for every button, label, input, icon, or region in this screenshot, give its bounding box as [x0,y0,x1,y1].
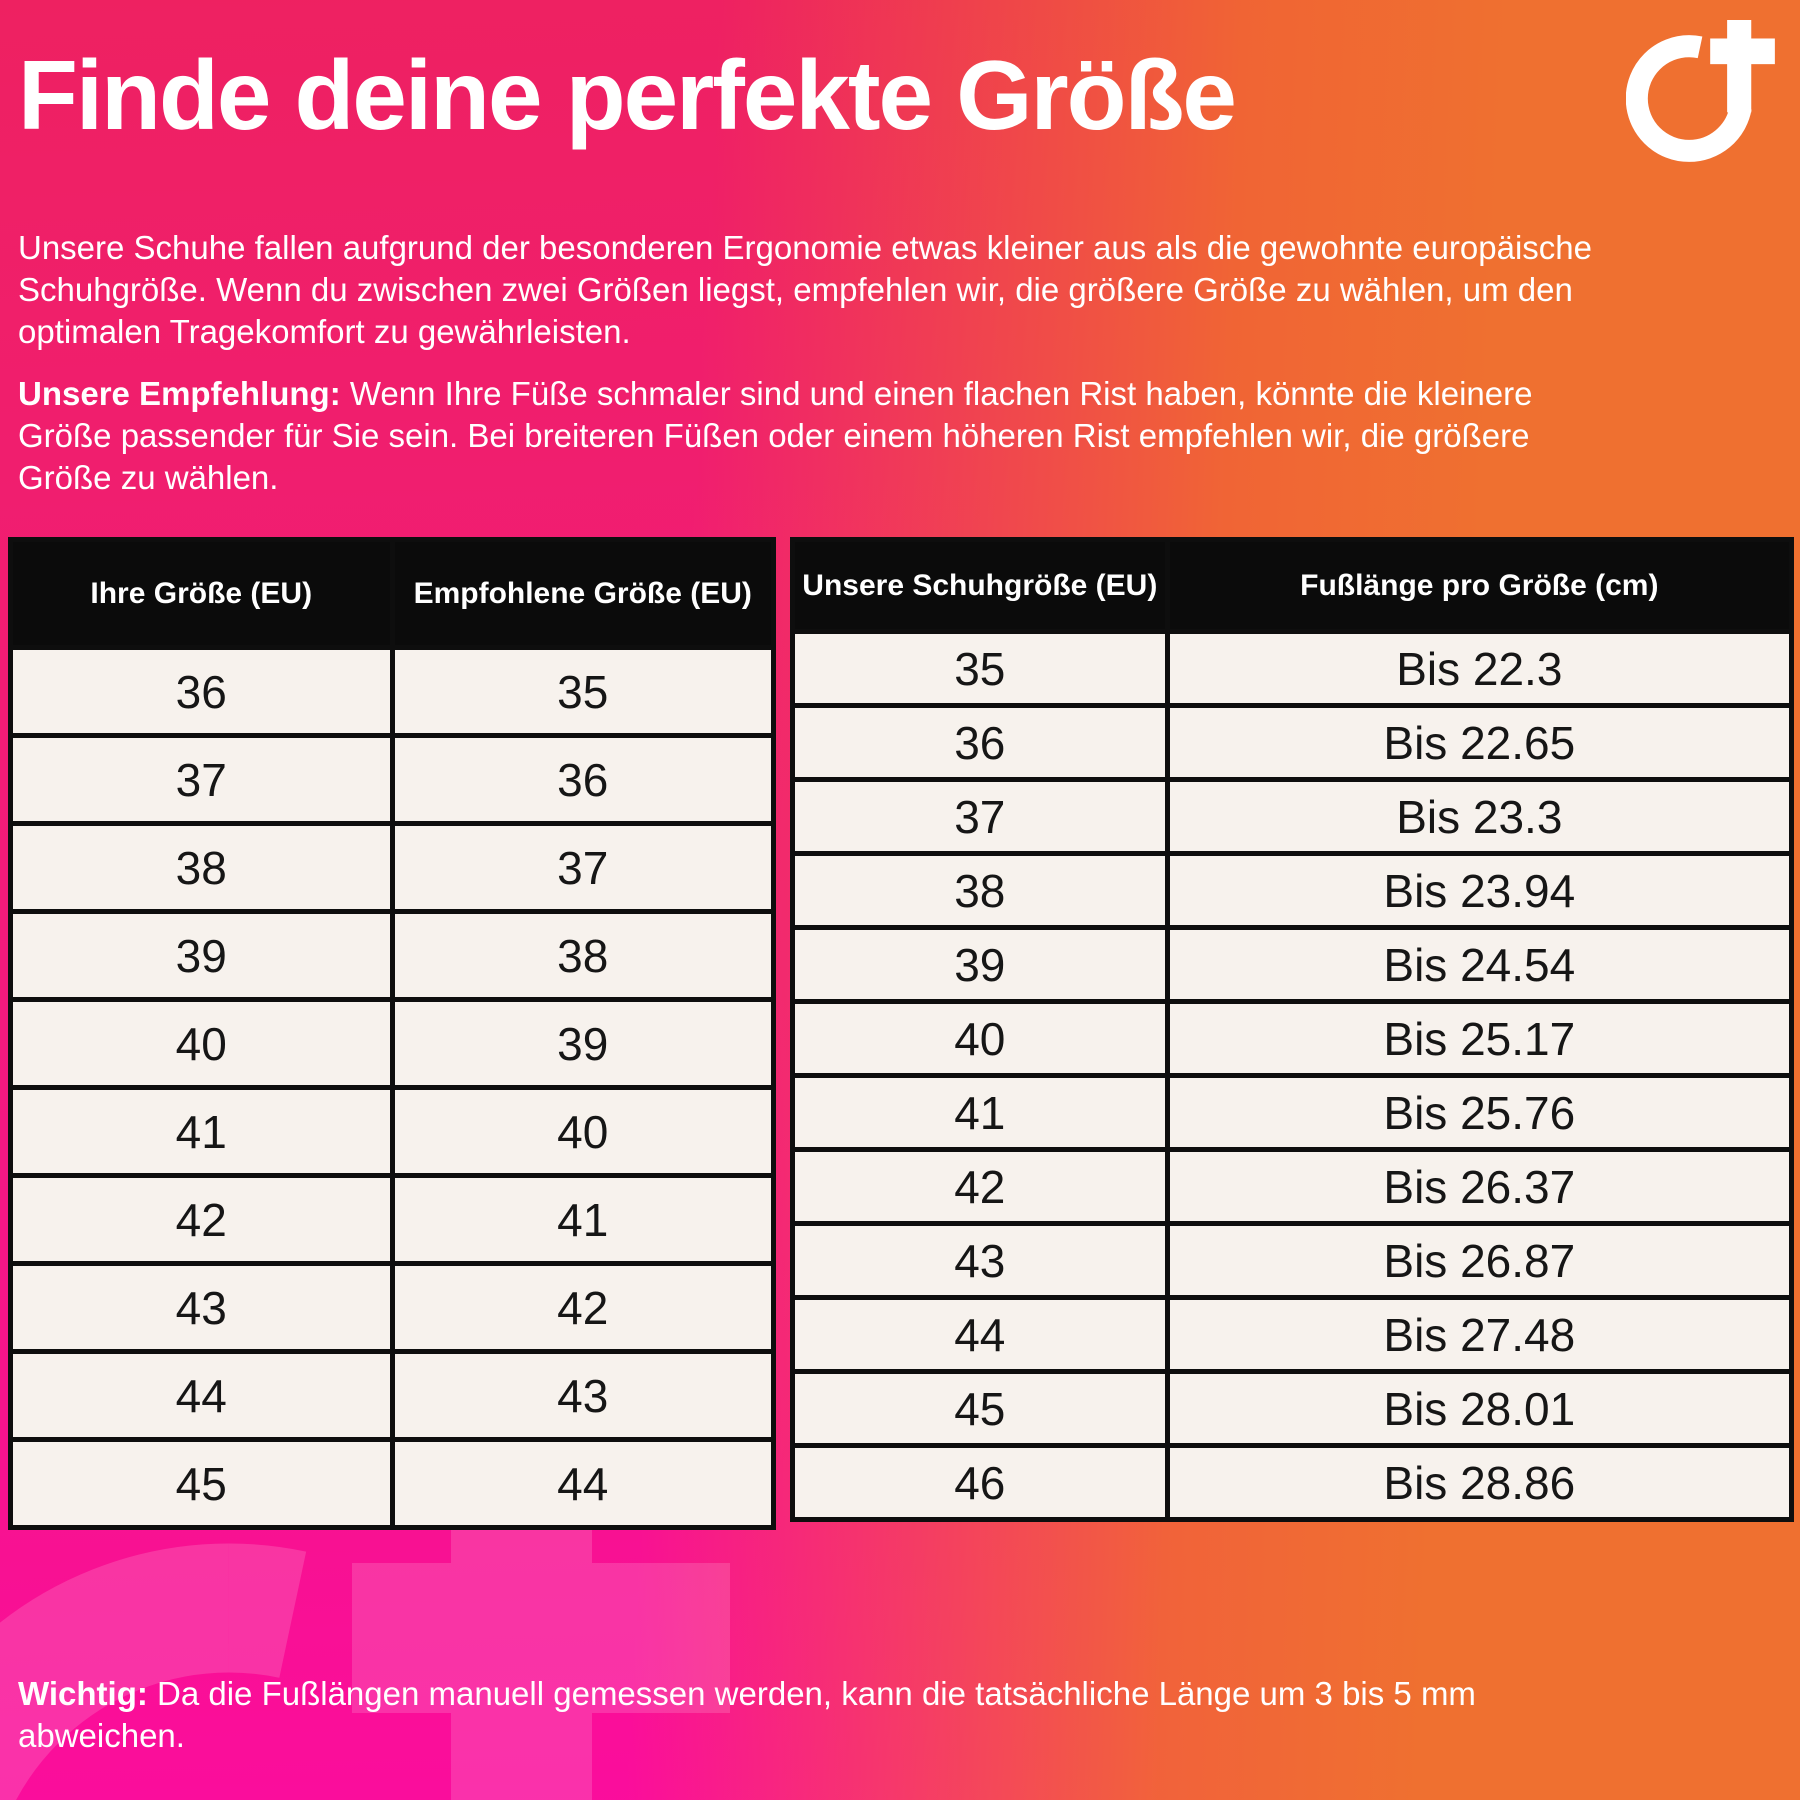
intro-paragraph: Unsere Schuhe fallen aufgrund der besond… [18,229,1593,350]
shoe-size-cell: 44 [790,1295,1170,1374]
size-conversion-table: Ihre Größe (EU) Empfohlene Größe (EU) 36… [8,537,776,1530]
shoe-size-cell: 42 [790,1147,1170,1226]
shoe-size-cell: 35 [790,629,1170,708]
recommended-size-cell: 37 [389,821,776,914]
length-table-row: 40 Bis 25.17 [790,999,1795,1078]
recommended-size-cell: 36 [389,733,776,826]
your-size-cell: 40 [8,997,395,1090]
size-table-row: 43 42 [8,1261,776,1354]
important-note-label: Wichtig: [18,1675,148,1712]
recommended-size-cell: 44 [389,1437,776,1530]
foot-length-cell: Bis 26.87 [1164,1221,1795,1300]
size-table-header-row: Ihre Größe (EU) Empfohlene Größe (EU) [8,537,776,650]
recommendation-label: Unsere Empfehlung: [18,375,341,412]
your-size-cell: 42 [8,1173,395,1266]
brand-logo-o-plus-icon [1626,20,1775,162]
recommended-size-cell: 42 [389,1261,776,1354]
shoe-size-cell: 37 [790,777,1170,856]
length-table-row: 36 Bis 22.65 [790,703,1795,782]
foot-length-table: Unsere Schuhgröße (EU) Fußlänge pro Größ… [790,537,1795,1522]
recommendation-paragraph: Unsere Empfehlung: Wenn Ihre Füße schmal… [18,373,1593,499]
watermark-o-plus-icon [0,1455,730,1800]
your-size-cell: 38 [8,821,395,914]
length-table-row: 44 Bis 27.48 [790,1295,1795,1374]
your-size-cell: 41 [8,1085,395,1178]
recommended-size-cell: 43 [389,1349,776,1442]
foot-length-cell: Bis 22.3 [1164,629,1795,708]
size-table-header-recommended-size: Empfohlene Größe (EU) [389,537,776,650]
shoe-size-cell: 43 [790,1221,1170,1300]
foot-length-cell: Bis 24.54 [1164,925,1795,1004]
size-table-row: 42 41 [8,1173,776,1266]
foot-length-cell: Bis 25.76 [1164,1073,1795,1152]
size-table-row: 40 39 [8,997,776,1090]
tables-row: Ihre Größe (EU) Empfohlene Größe (EU) 36… [8,537,1795,1530]
your-size-cell: 44 [8,1349,395,1442]
shoe-size-cell: 41 [790,1073,1170,1152]
size-table-row: 36 35 [8,645,776,738]
length-table-row: 45 Bis 28.01 [790,1369,1795,1448]
foot-length-cell: Bis 28.86 [1164,1443,1795,1522]
size-table-row: 38 37 [8,821,776,914]
length-table-row: 39 Bis 24.54 [790,925,1795,1004]
your-size-cell: 39 [8,909,395,1002]
size-table-row: 37 36 [8,733,776,826]
foot-length-cell: Bis 23.94 [1164,851,1795,930]
foot-length-cell: Bis 23.3 [1164,777,1795,856]
recommended-size-cell: 38 [389,909,776,1002]
foot-length-cell: Bis 22.65 [1164,703,1795,782]
length-table-row: 41 Bis 25.76 [790,1073,1795,1152]
length-table-row: 42 Bis 26.37 [790,1147,1795,1226]
length-table-row: 35 Bis 22.3 [790,629,1795,708]
recommended-size-cell: 35 [389,645,776,738]
size-table-row: 39 38 [8,909,776,1002]
important-note-text: Da die Fußlängen manuell gemessen werden… [18,1675,1476,1754]
recommended-size-cell: 39 [389,997,776,1090]
your-size-cell: 43 [8,1261,395,1354]
length-table-row: 43 Bis 26.87 [790,1221,1795,1300]
foot-length-cell: Bis 26.37 [1164,1147,1795,1226]
your-size-cell: 37 [8,733,395,826]
your-size-cell: 45 [8,1437,395,1530]
foot-length-cell: Bis 25.17 [1164,999,1795,1078]
recommended-size-cell: 40 [389,1085,776,1178]
shoe-size-cell: 36 [790,703,1170,782]
shoe-size-cell: 38 [790,851,1170,930]
size-table-header-your-size: Ihre Größe (EU) [8,537,395,650]
length-table-header-foot-length: Fußlänge pro Größe (cm) [1164,537,1795,634]
foot-length-cell: Bis 27.48 [1164,1295,1795,1374]
page-title: Finde deine perfekte Größe [18,40,1237,150]
important-note: Wichtig: Da die Fußlängen manuell gemess… [18,1673,1593,1757]
shoe-size-cell: 45 [790,1369,1170,1448]
recommended-size-cell: 41 [389,1173,776,1266]
length-table-row: 38 Bis 23.94 [790,851,1795,930]
foot-length-cell: Bis 28.01 [1164,1369,1795,1448]
shoe-size-cell: 39 [790,925,1170,1004]
your-size-cell: 36 [8,645,395,738]
length-table-row: 46 Bis 28.86 [790,1443,1795,1522]
length-table-row: 37 Bis 23.3 [790,777,1795,856]
shoe-size-cell: 40 [790,999,1170,1078]
size-table-row: 44 43 [8,1349,776,1442]
length-table-header-shoe-size: Unsere Schuhgröße (EU) [790,537,1170,634]
length-table-header-row: Unsere Schuhgröße (EU) Fußlänge pro Größ… [790,537,1795,634]
shoe-size-cell: 46 [790,1443,1170,1522]
recommendation-text: Wenn Ihre Füße schmaler sind und einen f… [18,375,1533,496]
size-table-row: 41 40 [8,1085,776,1178]
size-table-row: 45 44 [8,1437,776,1530]
